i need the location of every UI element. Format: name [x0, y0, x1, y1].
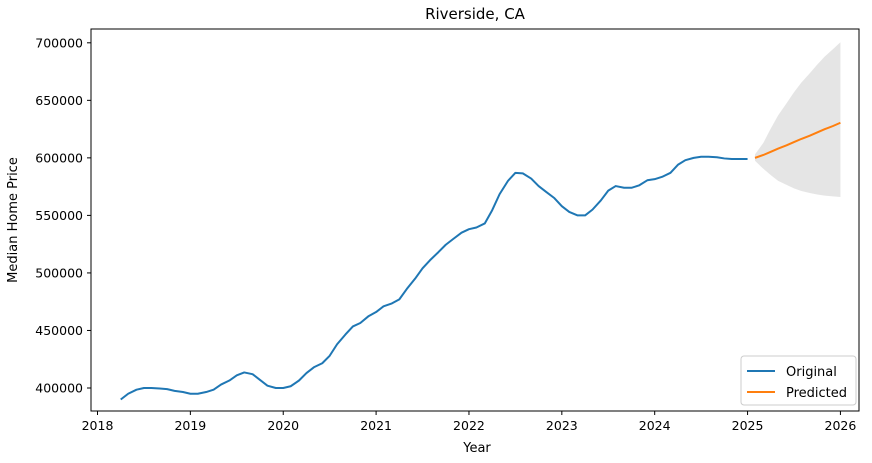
y-axis-ticks: 400000 450000 500000 550000 600000 650000 7000…: [35, 35, 91, 395]
legend: Original Predicted: [740, 355, 857, 406]
y-tick-label: 600000: [35, 150, 83, 165]
x-tick-label: 2020: [267, 418, 299, 433]
y-tick-label: 400000: [35, 380, 83, 395]
x-axis-label: Year: [462, 441, 491, 456]
original-series-line: [120, 155, 748, 401]
legend-label-original: Original: [786, 365, 837, 380]
x-axis-ticks: 2018 2019 2020 2021 2022 2023 2024 2025 2026: [82, 411, 857, 433]
chart-title: Riverside, CA: [425, 5, 526, 23]
y-tick-label: 450000: [35, 323, 83, 338]
x-tick-label: 2019: [174, 418, 206, 433]
y-tick-label: 700000: [35, 35, 83, 50]
legend-label-predicted: Predicted: [786, 386, 847, 401]
x-tick-label: 2026: [825, 418, 857, 433]
x-tick-label: 2025: [732, 418, 764, 433]
confidence-band-layer: [754, 42, 841, 197]
y-tick-label: 500000: [35, 265, 83, 280]
y-tick-label: 550000: [35, 208, 83, 223]
predicted-series-line: [754, 121, 841, 159]
plot-area-frame: [90, 28, 860, 412]
x-tick-label: 2023: [546, 418, 578, 433]
x-tick-label: 2022: [453, 418, 485, 433]
x-tick-label: 2024: [639, 418, 671, 433]
y-tick-label: 650000: [35, 93, 83, 108]
series-layer: [120, 121, 841, 401]
x-tick-label: 2018: [82, 418, 114, 433]
predicted-confidence-band: [754, 42, 841, 197]
x-tick-label: 2021: [360, 418, 392, 433]
y-axis-label: Median Home Price: [6, 157, 21, 283]
